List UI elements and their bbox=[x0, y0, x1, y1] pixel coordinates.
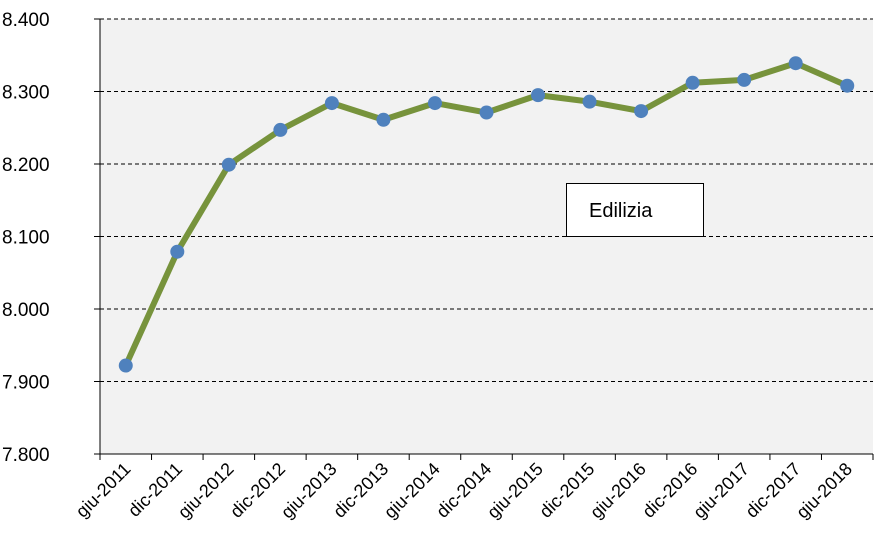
data-point bbox=[221, 157, 236, 172]
x-tick-label: giu-2017 bbox=[689, 459, 753, 523]
x-tick-label: giu-2014 bbox=[380, 459, 444, 523]
y-tick-label: 7.900 bbox=[2, 373, 50, 394]
data-point bbox=[427, 96, 442, 111]
data-point bbox=[531, 88, 546, 103]
y-tick-label: 8.200 bbox=[2, 155, 50, 176]
data-point bbox=[273, 122, 288, 137]
x-tick-label: giu-2012 bbox=[174, 459, 238, 523]
series-edilizia bbox=[118, 56, 855, 373]
data-point bbox=[170, 244, 185, 259]
data-point bbox=[118, 358, 133, 373]
y-tick-label: 8.400 bbox=[2, 10, 50, 31]
data-point bbox=[376, 112, 391, 127]
axes bbox=[94, 18, 874, 460]
data-point bbox=[324, 96, 339, 111]
y-tick-label: 8.300 bbox=[2, 83, 50, 104]
x-tick-label: giu-2015 bbox=[483, 459, 547, 523]
data-point bbox=[788, 56, 803, 71]
y-tick-label: 7.800 bbox=[2, 445, 50, 466]
y-tick-label: 8.100 bbox=[2, 228, 50, 249]
x-tick-label: giu-2013 bbox=[277, 459, 341, 523]
data-point bbox=[634, 104, 649, 119]
data-point bbox=[479, 105, 494, 120]
data-point bbox=[737, 72, 752, 87]
x-tick-label: giu-2016 bbox=[586, 459, 650, 523]
y-tick-label: 8.000 bbox=[2, 300, 50, 321]
y-tick-labels: 7.800 7.900 8.000 8.100 8.200 8.300 8.400 bbox=[2, 10, 50, 466]
legend-label: Edilizia bbox=[589, 200, 653, 222]
x-tick-labels: giu-2011dic-2011giu-2012dic-2012giu-2013… bbox=[72, 459, 856, 523]
x-tick-label: giu-2011 bbox=[72, 459, 135, 522]
data-point bbox=[840, 78, 855, 93]
x-tick-label: giu-2018 bbox=[792, 459, 856, 523]
data-point bbox=[582, 94, 597, 109]
legend: Edilizia bbox=[566, 183, 704, 237]
data-point bbox=[685, 75, 700, 90]
